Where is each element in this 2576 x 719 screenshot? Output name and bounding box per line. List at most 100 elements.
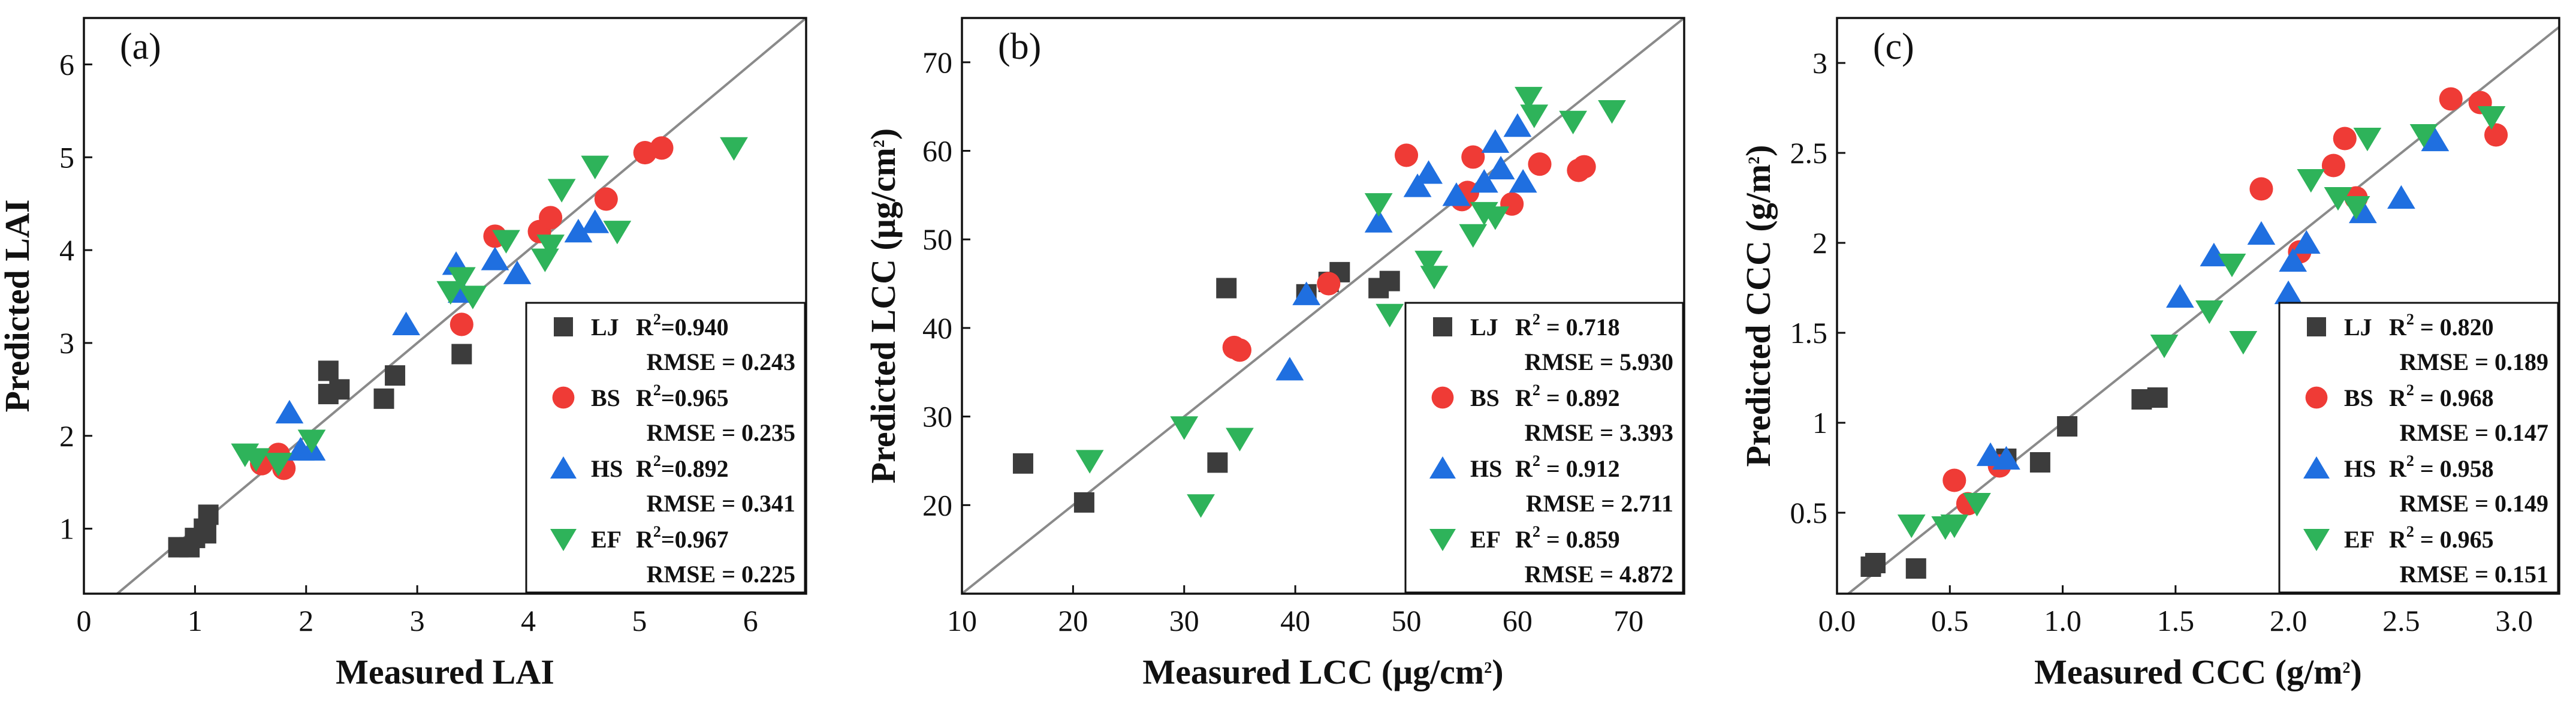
data-point-HS [2292, 230, 2321, 254]
y-tick-label: 50 [922, 222, 952, 256]
data-point-HS [392, 311, 420, 336]
series-EF [231, 137, 748, 477]
data-point-EF [2218, 253, 2246, 278]
data-point-LJ [194, 518, 215, 539]
data-point-EF [2229, 330, 2258, 355]
data-point-HS [2421, 127, 2450, 152]
data-point-EF [2297, 169, 2325, 193]
legend-r2: R2​ = 0.718 [1515, 311, 1620, 341]
data-point-EF [1520, 104, 1549, 128]
legend-r2: R2​=0.940 [636, 311, 729, 341]
legend-r2: R2​ = 0.968 [2389, 381, 2494, 411]
data-point-HS [1414, 160, 1443, 184]
data-point-HS [564, 218, 593, 243]
legend-marker-BS [552, 386, 575, 409]
data-point-BS [450, 312, 473, 336]
y-tick-label: 2 [59, 419, 74, 453]
data-point-EF [2324, 186, 2352, 211]
data-point-EF [264, 453, 292, 477]
data-point-EF [720, 137, 748, 161]
series-EF [1897, 106, 2506, 540]
data-point-HS [1509, 169, 1537, 193]
data-point-EF [547, 179, 576, 203]
y-tick-label: 2 [1812, 226, 1827, 260]
data-point-HS [1481, 129, 1510, 153]
series-LJ [1860, 387, 2168, 579]
legend: LJ R2​=0.940 RMSE = 0.243 BS R2​=0.965 RMSE =… [525, 302, 806, 594]
y-tick-label: 3 [59, 326, 74, 360]
data-point-LJ [385, 365, 406, 386]
y-tick-label: 1 [59, 512, 74, 546]
data-point-HS [2387, 185, 2415, 209]
data-point-EF [2195, 300, 2224, 324]
y-tick-label: 70 [922, 46, 952, 79]
legend-series-name: BS [591, 384, 620, 411]
series-EF [1075, 86, 1626, 518]
legend-marker-LJ [2307, 317, 2326, 336]
x-tick-label: 2 [298, 604, 313, 637]
panel-label: (c) [1873, 26, 1914, 67]
data-point-EF [1459, 224, 1488, 248]
data-point-EF [536, 234, 565, 258]
legend-marker-LJ [1433, 317, 1452, 336]
x-tick-label: 0.0 [1818, 604, 1856, 637]
legend-series-name: BS [2344, 384, 2373, 411]
data-point-BS [594, 187, 618, 211]
x-tick-label: 0 [77, 604, 92, 637]
y-axis-title: Predicted CCC (g/m2​) [1739, 145, 1778, 467]
data-point-BS [1394, 143, 1419, 167]
data-point-EF [297, 429, 326, 453]
data-point-HS [1992, 446, 2020, 470]
legend-marker-BS [1431, 386, 1454, 409]
legend-r2: R2​ = 0.892 [1515, 381, 1620, 411]
legend-rmse: RMSE = 0.341 [647, 490, 795, 517]
data-point-EF [530, 248, 559, 272]
data-point-EF [2150, 334, 2179, 359]
legend-rmse: RMSE = 0.149 [2400, 490, 2548, 517]
data-point-EF [1940, 514, 1969, 539]
y-tick-label: 0.5 [1790, 496, 1828, 530]
legend-rmse: RMSE = 5.930 [1525, 348, 1673, 375]
legend-r2: R2​ = 0.958 [2389, 452, 2494, 482]
data-point-EF [1559, 110, 1587, 135]
y-tick-label: 1 [1812, 406, 1827, 440]
x-tick-label: 1.0 [2044, 604, 2082, 637]
legend-rmse: RMSE = 0.225 [647, 561, 795, 588]
legend-marker-EF [2303, 529, 2330, 551]
y-tick-label: 20 [922, 488, 952, 522]
y-tick-label: 4 [59, 233, 74, 267]
data-point-BS [2249, 177, 2273, 201]
data-point-BS [1528, 152, 1552, 176]
series-LJ [1012, 261, 1400, 513]
chart-panel-2: 10 20 30 40 50 60 70 20 30 40 50 60 70 Measured LCC (… [864, 17, 1685, 691]
x-tick-label: 0.5 [1931, 604, 1969, 637]
data-point-LJ [1865, 553, 1886, 573]
legend-marker-EF [1429, 529, 1456, 551]
plot-frame [1836, 17, 2560, 595]
data-point-LJ [329, 379, 350, 400]
legend-rmse: RMSE = 4.872 [1525, 561, 1673, 588]
data-point-HS [1275, 357, 1304, 381]
data-point-BS [2439, 87, 2463, 111]
plot-frame [961, 17, 1685, 595]
data-point-BS [1942, 468, 1966, 492]
data-point-EF [459, 285, 487, 309]
data-point-LJ [373, 388, 394, 409]
legend-series-name: LJ [591, 314, 619, 341]
legend-r2: R2​=0.892 [636, 452, 729, 482]
data-point-LJ [2029, 452, 2050, 473]
x-tick-label: 6 [743, 604, 758, 637]
legend-series-name: BS [1470, 384, 1500, 411]
data-point-LJ [1379, 270, 1400, 291]
x-tick-label: 4 [521, 604, 536, 637]
legend-r2: R2​=0.965 [636, 381, 729, 411]
series-HS [1275, 113, 1537, 381]
legend-series-name: HS [1470, 455, 1502, 482]
legend-rmse: RMSE = 0.151 [2400, 561, 2548, 588]
data-point-EF [2477, 106, 2506, 130]
data-point-EF [1376, 303, 1404, 328]
legend-rmse: RMSE = 0.189 [2400, 348, 2548, 375]
data-point-BS [1572, 155, 1596, 179]
data-point-HS [2166, 284, 2194, 308]
